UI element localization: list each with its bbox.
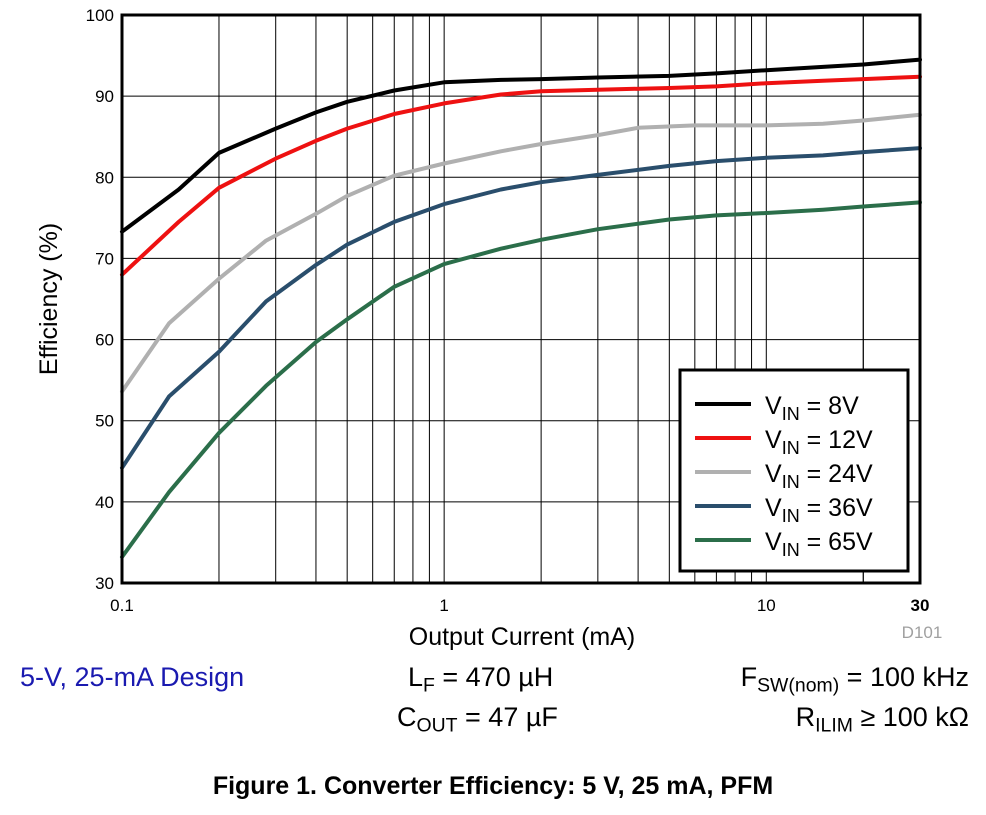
design-label: 5-V, 25-mA Design: [20, 662, 245, 692]
x-tick-label: 30: [911, 596, 930, 615]
capacitance-spec: COUT = 47 µF: [397, 702, 558, 737]
x-tick-label: 1: [439, 596, 448, 615]
legend-label-8v: VIN = 8V: [765, 392, 859, 424]
y-tick-label: 80: [95, 168, 114, 187]
inductance-spec: LF = 470 µH: [408, 662, 554, 697]
series-line-vin-12v: [120, 74, 922, 277]
plot-frame: [120, 13, 922, 585]
legend-label-12v: VIN = 12V: [765, 426, 873, 458]
x-tick-labels: 0.1 1 10 30: [110, 596, 929, 615]
figure-caption: Figure 1. Converter Efficiency: 5 V, 25 …: [212, 772, 774, 800]
y-tick-label: 50: [95, 412, 114, 431]
switching-frequency-spec: FSW(nom) = 100 kHz: [740, 662, 969, 697]
series-line-vin-24v: [120, 112, 922, 394]
series-lines: [120, 57, 922, 559]
series-line-vin-65v: [120, 200, 922, 559]
y-tick-label: 30: [95, 574, 114, 593]
x-tick-label: 10: [757, 596, 776, 615]
efficiency-chart: 30 40 50 60 70 80 90 100 0.1 1 10 30 Output Curren…: [35, 6, 943, 651]
x-tick-label: 0.1: [110, 596, 134, 615]
y-tick-label: 60: [95, 331, 114, 350]
y-tick-label: 40: [95, 493, 114, 512]
legend-label-24v: VIN = 24V: [765, 460, 873, 492]
series-line-vin-36v: [120, 146, 922, 470]
y-tick-labels: 30 40 50 60 70 80 90 100: [86, 6, 114, 593]
x-axis-label: Output Current (mA): [409, 623, 635, 651]
series-line-vin-8v: [120, 57, 922, 234]
watermark-id: D101: [902, 623, 943, 642]
y-tick-label: 90: [95, 87, 114, 106]
y-tick-label: 70: [95, 249, 114, 268]
current-limit-resistor-spec: RILIM ≥ 100 kΩ: [795, 702, 969, 737]
legend-label-36v: VIN = 36V: [765, 494, 873, 526]
y-tick-label: 100: [86, 6, 114, 25]
legend-label-65v: VIN = 65V: [765, 528, 873, 560]
y-axis-label: Efficiency (%): [35, 223, 63, 375]
